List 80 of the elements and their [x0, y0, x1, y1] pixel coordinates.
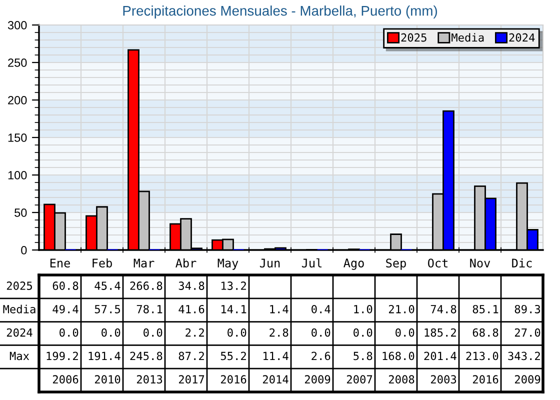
legend-label: Media: [452, 33, 484, 42]
legend-label: 2025: [401, 33, 426, 42]
data-label: 0.0: [228, 328, 246, 337]
data-label: 0.0: [354, 328, 372, 337]
text: 245.8: [130, 352, 162, 360]
text: 2009: [304, 375, 330, 384]
y-tick-label: 50: [14, 208, 27, 217]
text: 2003: [430, 375, 456, 384]
text: 2008: [388, 375, 414, 384]
data-label: 85.1: [472, 304, 498, 314]
data-label: 1.4: [270, 305, 288, 314]
data-label: 13.2: [221, 282, 246, 290]
data-label: 60.8: [52, 282, 78, 290]
data-label: 21.0: [388, 304, 414, 314]
data-label: 0.4: [312, 304, 330, 314]
x-tick-label: Nov: [470, 258, 490, 268]
data-label: 2.8: [270, 328, 288, 337]
x-tick-label: Abr: [176, 258, 196, 268]
data-label: 0.0: [144, 328, 162, 337]
data-label: 34.8: [178, 282, 204, 290]
data-label: 0.0: [60, 328, 78, 337]
y-tick-label: 100: [8, 171, 27, 180]
text: 2007: [346, 375, 372, 384]
x-tick-label: Jun: [260, 258, 280, 268]
text: Media: [3, 304, 36, 314]
text: 168.0: [382, 352, 414, 360]
y-tick-label: 250: [8, 58, 27, 67]
data-label: 68.8: [472, 328, 498, 337]
y-tick-label: 200: [8, 96, 27, 104]
text: Max: [10, 352, 30, 360]
y-tick-label: 0: [21, 246, 27, 254]
y-tick-label: 150: [8, 134, 27, 142]
data-label: 0.0: [102, 328, 120, 337]
data-label: 27.0: [514, 328, 540, 337]
x-tick-label: Mar: [134, 258, 154, 268]
text: 201.4: [424, 352, 456, 360]
data-label: 57.5: [94, 305, 120, 314]
data-label: 89.3: [514, 304, 540, 314]
text: 55.2: [220, 352, 246, 360]
legend-label: 2024: [509, 33, 535, 42]
text: 199.2: [46, 352, 78, 360]
data-label: 266.8: [130, 282, 162, 290]
text: 2006: [52, 375, 78, 384]
text: 2016: [472, 375, 498, 384]
text: 213.0: [466, 352, 498, 360]
y-tick-label: 300: [8, 21, 27, 30]
x-tick-label: May: [218, 258, 238, 270]
x-tick-label: Ene: [50, 258, 70, 268]
text: 191.4: [88, 352, 120, 360]
text: 343.2: [508, 352, 540, 360]
data-label: 0.0: [396, 328, 414, 337]
text: 5.8: [354, 352, 372, 360]
data-label: 0.0: [312, 328, 330, 337]
text: 2024: [6, 328, 32, 337]
data-label: 185.2: [424, 328, 456, 337]
data-label: 74.8: [430, 304, 456, 314]
data-label: 14.1: [221, 305, 246, 314]
text: 2010: [94, 375, 120, 384]
data-label: 78.1: [136, 304, 162, 314]
x-tick-label: Jul: [302, 258, 322, 268]
text: 2013: [136, 375, 162, 384]
text: 87.2: [178, 352, 204, 360]
text: 2.6: [312, 352, 330, 360]
data-label: 49.4: [52, 304, 78, 314]
text: 2014: [262, 375, 288, 384]
text: 2017: [178, 375, 204, 384]
data-label: 1.0: [354, 304, 372, 314]
data-label: 2.2: [186, 328, 204, 337]
x-tick-label: Ago: [344, 258, 364, 270]
x-tick-label: Feb: [92, 258, 112, 268]
text: 2016: [220, 375, 246, 384]
chart-title: Precipitaciones Mensuales - Marbella, Puerto (mm): [123, 6, 437, 18]
x-tick-label: Oct: [428, 258, 448, 268]
text: 2009: [514, 375, 540, 384]
data-label: 41.6: [178, 304, 204, 314]
text: 11.4: [263, 352, 288, 360]
x-tick-label: Sep: [386, 258, 406, 270]
x-tick-label: Dic: [512, 258, 532, 268]
text: 2025: [6, 282, 32, 290]
data-label: 45.4: [94, 282, 120, 290]
